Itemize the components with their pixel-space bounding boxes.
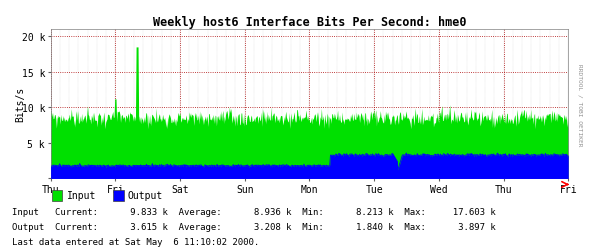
Text: Output: Output bbox=[128, 191, 163, 200]
Title: Weekly host6 Interface Bits Per Second: hme0: Weekly host6 Interface Bits Per Second: … bbox=[153, 16, 466, 29]
Text: RRDTOOL / TOBI OETIKER: RRDTOOL / TOBI OETIKER bbox=[578, 64, 583, 146]
Text: Last data entered at Sat May  6 11:10:02 2000.: Last data entered at Sat May 6 11:10:02 … bbox=[12, 237, 259, 246]
Y-axis label: Bits/s: Bits/s bbox=[15, 87, 25, 122]
Text: Output  Current:      3.615 k  Average:      3.208 k  Min:      1.840 k  Max:   : Output Current: 3.615 k Average: 3.208 k… bbox=[12, 222, 496, 231]
Text: Input   Current:      9.833 k  Average:      8.936 k  Min:      8.213 k  Max:   : Input Current: 9.833 k Average: 8.936 k … bbox=[12, 207, 496, 216]
Text: Input: Input bbox=[67, 191, 96, 200]
